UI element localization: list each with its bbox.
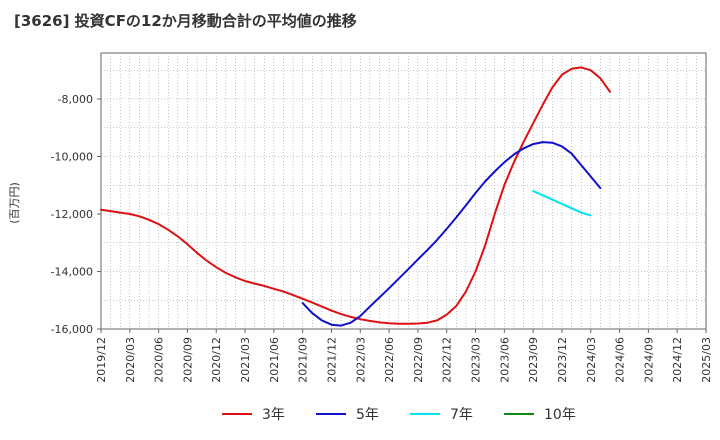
x-tick-label: 2021/12 (325, 337, 338, 383)
x-tick-label: 2021/03 (239, 337, 252, 383)
x-tick-label: 2022/12 (441, 337, 454, 383)
legend-swatch (316, 413, 346, 415)
x-tick-label: 2022/09 (412, 337, 425, 383)
x-tick-label: 2025/03 (700, 337, 713, 383)
legend-item: 5年 (316, 404, 379, 424)
y-tick-label: -16,000 (51, 323, 93, 336)
x-tick-label: 2024/09 (642, 337, 655, 383)
x-tick-label: 2020/03 (124, 337, 137, 383)
x-tick-label: 2020/12 (210, 337, 223, 383)
x-tick-label: 2024/12 (671, 337, 684, 383)
legend-label: 10年 (544, 407, 576, 423)
legend-label: 3年 (262, 407, 285, 423)
x-tick-label: 2023/06 (498, 337, 511, 383)
grid-layer (100, 53, 707, 329)
y-axis-label: (百万円) (8, 182, 21, 224)
x-tick-label: 2023/09 (527, 337, 540, 383)
plot-border (100, 52, 707, 330)
legend-swatch (410, 413, 440, 415)
plot-area (101, 53, 706, 329)
axis-layer: -8,000 -10,000 -12,000 -14,000 -16,0002019/1… (51, 52, 713, 383)
series-layer (100, 66, 611, 327)
chart-title: [3626] 投資CFの12か月移動合計の平均値の推移 (14, 12, 357, 30)
x-tick-label: 2024/03 (585, 337, 598, 383)
legend: 3年 5年 7年 10年 (0, 400, 720, 428)
x-tick-label: 2021/06 (268, 337, 281, 383)
series-line-7年 (532, 190, 592, 217)
x-tick-label: 2022/03 (354, 337, 367, 383)
legend-swatch (222, 413, 252, 415)
x-tick-label: 2019/12 (95, 337, 108, 383)
legend-item: 10年 (504, 404, 576, 424)
x-tick-label: 2021/09 (297, 337, 310, 383)
legend-item: 3年 (222, 404, 285, 424)
y-tick-label: -14,000 (51, 266, 93, 279)
series-line-5年 (301, 141, 602, 327)
y-tick-label: -12,000 (51, 208, 93, 221)
legend-swatch (504, 413, 534, 415)
series-line-3年 (100, 66, 611, 325)
x-tick-label: 2022/06 (383, 337, 396, 383)
legend-item: 7年 (410, 404, 473, 424)
x-tick-label: 2020/09 (181, 337, 194, 383)
y-tick-label: -8,000 (58, 93, 93, 106)
legend-label: 5年 (356, 407, 379, 423)
x-tick-label: 2023/03 (470, 337, 483, 383)
legend-label: 7年 (450, 407, 473, 423)
x-tick-label: 2020/06 (153, 337, 166, 383)
y-tick-label: -10,000 (51, 151, 93, 164)
x-tick-label: 2023/12 (556, 337, 569, 383)
x-tick-label: 2024/06 (614, 337, 627, 383)
